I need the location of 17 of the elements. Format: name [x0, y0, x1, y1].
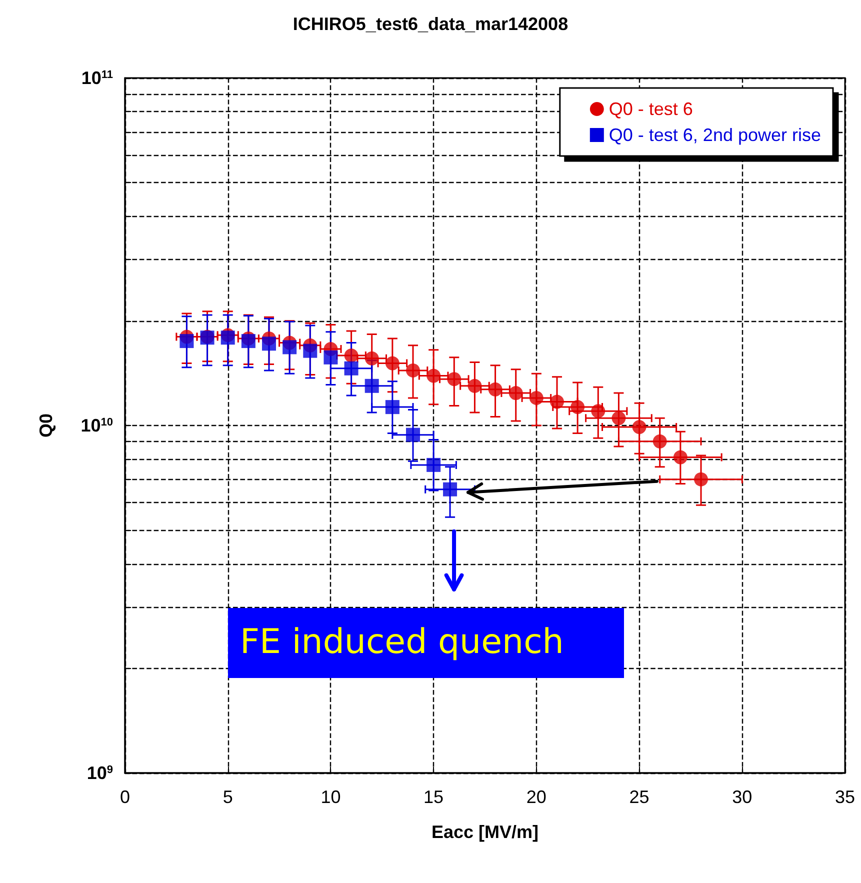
legend-label: Q0 - test 6, 2nd power rise — [608, 125, 822, 145]
x-tick-label: 25 — [629, 787, 650, 807]
x-tick-label: 30 — [732, 787, 752, 807]
annotation: FE induced quench — [228, 608, 624, 678]
x-tick-label: 20 — [526, 787, 546, 807]
legend-label: Q0 - test 6 — [608, 99, 693, 119]
x-tick-label: 35 — [834, 787, 856, 807]
x-tick-label: 15 — [424, 787, 444, 807]
x-tick-label: 10 — [320, 787, 341, 807]
y-tick-label: 10$^{10}$ — [80, 416, 113, 436]
y-tick-label: 10$^{9}$ — [86, 763, 113, 783]
y-axis-title: Q0 — [36, 413, 56, 438]
chart-title: ICHIRO5_test6_data_mar142008 — [292, 14, 568, 34]
y-tick-label: 10$^{11}$ — [81, 68, 113, 88]
x-axis-title: Eacc [MV/m] — [431, 822, 539, 842]
x-tick-label: 5 — [222, 787, 233, 807]
x-tick-label: 0 — [120, 787, 130, 807]
